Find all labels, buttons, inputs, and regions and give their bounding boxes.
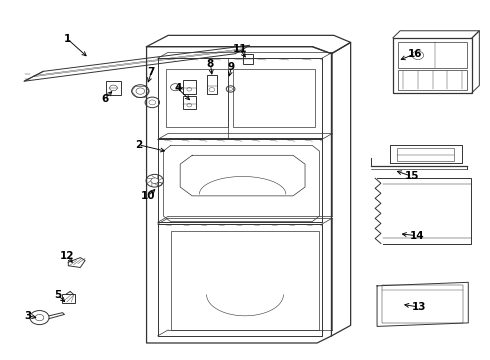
- Text: 9: 9: [228, 62, 235, 72]
- Text: 2: 2: [135, 140, 142, 150]
- Text: 5: 5: [54, 290, 61, 300]
- Text: 10: 10: [141, 191, 155, 201]
- Text: 6: 6: [101, 94, 108, 104]
- Text: 7: 7: [147, 67, 155, 77]
- Text: 16: 16: [408, 49, 423, 59]
- Bar: [166, 69, 228, 127]
- Bar: [106, 81, 121, 95]
- Text: 3: 3: [24, 311, 31, 321]
- Bar: [171, 231, 319, 330]
- Text: 1: 1: [64, 34, 71, 44]
- Bar: [397, 148, 454, 161]
- Bar: [207, 75, 217, 94]
- Text: 12: 12: [60, 251, 74, 261]
- Bar: [382, 285, 464, 323]
- Bar: [233, 69, 315, 127]
- Bar: [183, 80, 196, 94]
- Text: 4: 4: [174, 83, 181, 93]
- Bar: [393, 38, 472, 93]
- Text: 11: 11: [233, 45, 247, 54]
- Bar: [62, 294, 75, 303]
- Text: 8: 8: [207, 59, 214, 68]
- Text: 13: 13: [412, 302, 426, 312]
- Bar: [243, 54, 253, 64]
- Text: 14: 14: [410, 231, 424, 241]
- Bar: [183, 96, 196, 109]
- Text: 15: 15: [405, 171, 419, 181]
- Bar: [398, 70, 467, 90]
- Bar: [398, 42, 467, 68]
